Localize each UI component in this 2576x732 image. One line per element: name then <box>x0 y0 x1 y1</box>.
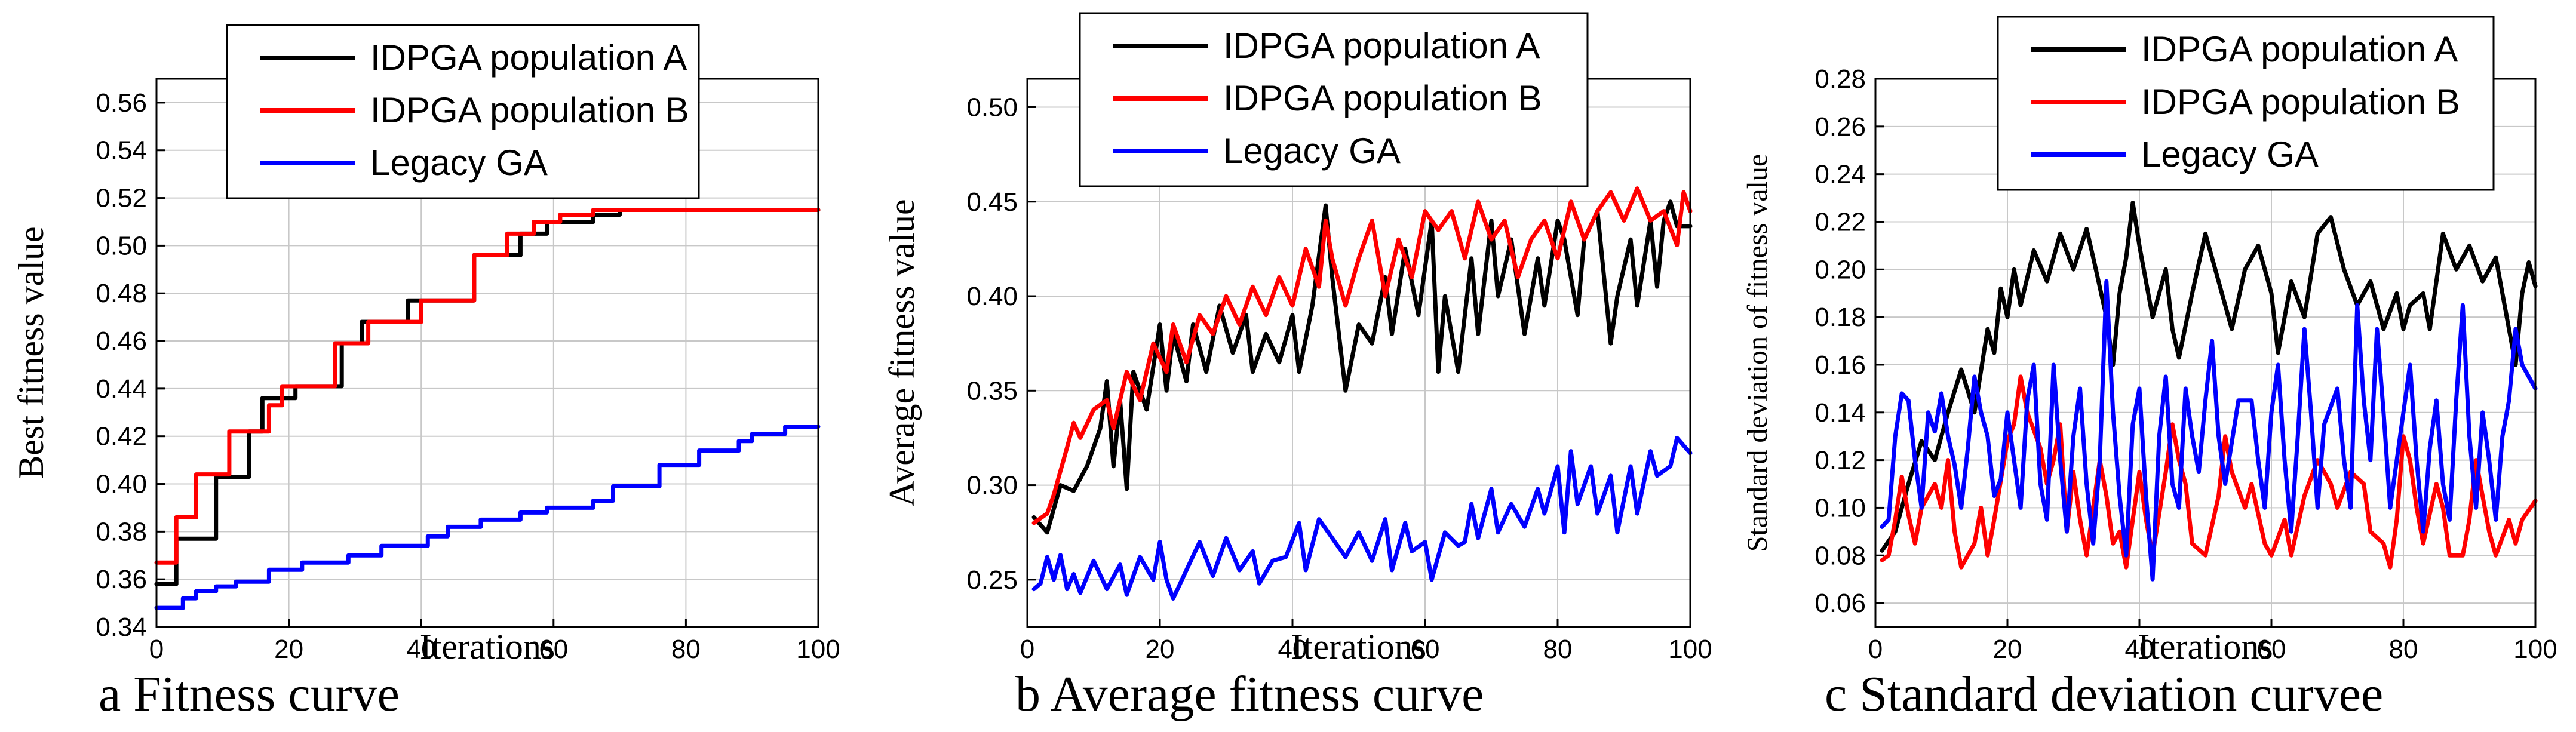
x-tick-label: 100 <box>2513 635 2557 664</box>
x-tick-label: 0 <box>1868 635 1883 664</box>
legend-entry: IDPGA population A <box>2141 29 2458 69</box>
series-line-legacy-ga <box>154 425 821 610</box>
y-axis-label: Best fitness value <box>11 226 51 479</box>
y-tick-label: 0.18 <box>1814 303 1866 332</box>
x-tick-label: 100 <box>1668 635 1712 664</box>
legend-entry: Legacy GA <box>1223 131 1401 171</box>
legend-entry: IDPGA population B <box>1223 78 1542 118</box>
legend-entry: Legacy GA <box>370 143 548 183</box>
y-tick-label: 0.10 <box>1814 493 1866 522</box>
x-tick-label: 80 <box>1543 635 1573 664</box>
y-tick-label: 0.16 <box>1814 350 1866 380</box>
x-tick-label: 40 <box>407 635 436 664</box>
x-tick-label: 0 <box>149 635 164 664</box>
y-tick-label: 0.20 <box>1814 255 1866 284</box>
y-tick-label: 0.44 <box>96 374 147 404</box>
y-axis-label: Average fitness value <box>882 199 922 506</box>
chart-fitness-curve: 0 20 40 60 80 100 0.34 0.36 0.38 0.40 0.42 0.44 0.46… <box>11 24 840 722</box>
y-tick-label: 0.24 <box>1814 160 1866 189</box>
y-tick-label: 0.54 <box>96 136 147 165</box>
y-tick-label: 0.45 <box>966 187 1018 217</box>
x-tick-label: 20 <box>1146 635 1175 664</box>
y-tick-label: 0.50 <box>966 93 1018 122</box>
y-tick-label: 0.40 <box>966 282 1018 311</box>
legend: IDPGA population A IDPGA population B Lega… <box>1997 16 2495 191</box>
x-tick-label: 60 <box>539 635 568 664</box>
y-tick-label: 0.08 <box>1814 541 1866 570</box>
y-tick-label: 0.12 <box>1814 446 1866 475</box>
x-tick-label: 80 <box>2389 635 2418 664</box>
series-line-legacy-ga <box>1031 435 1693 601</box>
series-line-legacy-ga <box>1880 279 2538 582</box>
x-tick-label: 0 <box>1020 635 1034 664</box>
legend-entry: IDPGA population B <box>370 90 689 130</box>
y-axis-label: Standard deviation of fitness value <box>1742 154 1773 552</box>
y-tick-label: 0.36 <box>96 565 147 594</box>
x-tick-label: 100 <box>796 635 840 664</box>
y-tick-label: 0.52 <box>96 184 147 213</box>
y-tick-label: 0.28 <box>1814 64 1866 94</box>
y-tick-label: 0.48 <box>96 279 147 308</box>
x-tick-label: 20 <box>1993 635 2022 664</box>
y-tick-label: 0.35 <box>966 376 1018 405</box>
legend: IDPGA population A IDPGA population B Lega… <box>1079 12 1589 187</box>
y-tick-label: 0.30 <box>966 471 1018 500</box>
y-tick-label: 0.40 <box>96 470 147 499</box>
x-tick-label: 60 <box>1411 635 1440 664</box>
series-line-idpga-population-a <box>1880 201 2538 553</box>
x-axis-label: Iterations <box>2138 627 2273 666</box>
x-tick-label: 40 <box>2125 635 2154 664</box>
y-tick-label: 0.26 <box>1814 112 1866 142</box>
legend-entry: IDPGA population A <box>370 38 687 78</box>
legend-entry: IDPGA population A <box>1223 26 1540 66</box>
panel-caption: c Standard deviation curvee <box>1825 666 2383 722</box>
x-tick-label: 60 <box>2257 635 2286 664</box>
x-axis-label: Iterations <box>1291 627 1427 666</box>
y-tick-label: 0.22 <box>1814 207 1866 236</box>
x-axis-label: Iterations <box>420 627 555 666</box>
series-line-idpga-population-a <box>1031 199 1693 535</box>
x-tick-label: 40 <box>1278 635 1307 664</box>
y-tick-label: 0.56 <box>96 88 147 118</box>
y-tick-label: 0.14 <box>1814 398 1866 427</box>
legend: IDPGA population A IDPGA population B Lega… <box>226 24 700 199</box>
y-tick-label: 0.42 <box>96 422 147 451</box>
panel-caption: a Fitness curve <box>99 666 400 722</box>
y-tick-label: 0.46 <box>96 327 147 356</box>
y-tick-label: 0.38 <box>96 517 147 546</box>
y-tick-label: 0.50 <box>96 231 147 260</box>
series-line-idpga-population-b <box>154 208 821 565</box>
y-tick-label: 0.34 <box>96 613 147 642</box>
series-line-idpga-population-b <box>1031 186 1693 525</box>
y-tick-label: 0.06 <box>1814 589 1866 618</box>
series-line-idpga-population-a <box>154 208 821 586</box>
legend-entry: Legacy GA <box>2141 134 2319 174</box>
chart-standard-deviation-curve: 0 20 40 60 80 100 0.06 0.08 0.10 0.12 0.14 0.16 0.18… <box>1742 16 2557 722</box>
panel-caption: b Average fitness curve <box>1015 666 1484 722</box>
chart-average-fitness-curve: 0 20 40 60 80 100 0.25 0.30 0.35 0.40 0.45 0.50 Iter… <box>882 12 1712 722</box>
x-tick-label: 80 <box>671 635 701 664</box>
x-tick-label: 20 <box>274 635 303 664</box>
legend-entry: IDPGA population B <box>2141 82 2460 122</box>
y-tick-label: 0.25 <box>966 565 1018 595</box>
